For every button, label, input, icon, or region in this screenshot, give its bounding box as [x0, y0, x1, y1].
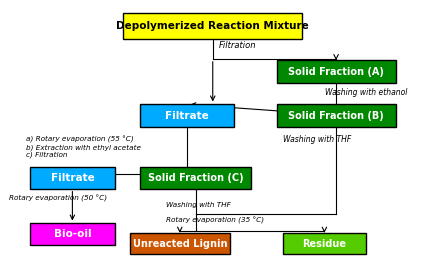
- Text: Filtration: Filtration: [219, 41, 256, 50]
- Text: Solid Fraction (B): Solid Fraction (B): [288, 111, 384, 121]
- Text: Washing with THF: Washing with THF: [166, 202, 231, 208]
- FancyBboxPatch shape: [283, 233, 366, 254]
- Text: Depolymerized Reaction Mixture: Depolymerized Reaction Mixture: [116, 21, 309, 31]
- FancyBboxPatch shape: [130, 233, 230, 254]
- Text: Washing with THF: Washing with THF: [283, 135, 351, 144]
- Text: Solid Fraction (C): Solid Fraction (C): [148, 173, 243, 183]
- Text: Bio-oil: Bio-oil: [53, 229, 91, 239]
- FancyBboxPatch shape: [30, 167, 115, 189]
- FancyBboxPatch shape: [276, 60, 396, 83]
- FancyBboxPatch shape: [123, 13, 302, 39]
- FancyBboxPatch shape: [141, 104, 234, 127]
- Text: Unreacted Lignin: Unreacted Lignin: [132, 239, 227, 248]
- Text: Solid Fraction (A): Solid Fraction (A): [288, 67, 384, 77]
- FancyBboxPatch shape: [276, 104, 396, 127]
- FancyBboxPatch shape: [141, 167, 251, 189]
- Text: Rotary evaporation (50 °C): Rotary evaporation (50 °C): [9, 194, 107, 202]
- Text: Rotary evaporation (35 °C): Rotary evaporation (35 °C): [166, 216, 264, 224]
- FancyBboxPatch shape: [30, 223, 115, 245]
- Text: Filtrate: Filtrate: [165, 111, 209, 121]
- Text: Washing with ethanol: Washing with ethanol: [326, 88, 408, 97]
- Text: Residue: Residue: [302, 239, 346, 248]
- Text: a) Rotary evaporation (55 °C)
b) Extraction with ethyl acetate
c) Filtration: a) Rotary evaporation (55 °C) b) Extract…: [26, 136, 141, 158]
- Text: Filtrate: Filtrate: [50, 173, 94, 183]
